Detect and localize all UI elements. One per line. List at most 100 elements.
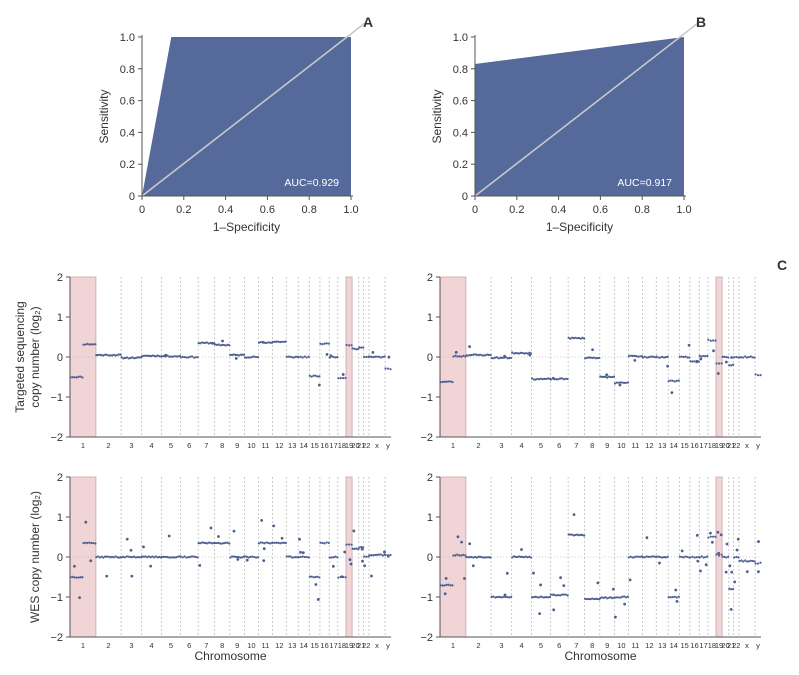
data-point: [325, 353, 329, 356]
data-point: [158, 555, 161, 559]
data-point: [599, 596, 602, 600]
data-point: [615, 596, 618, 599]
data-point: [386, 367, 390, 370]
copy-number-panel: 210−1−21 2 3 4 5 6 7 8 9 10 11 12 13 14 15 16 17 18192021…: [13, 272, 392, 450]
data-point: [298, 537, 301, 541]
data-point: [512, 555, 516, 558]
data-point: [704, 355, 707, 358]
data-point: [751, 559, 754, 563]
data-point: [94, 343, 97, 346]
data-point: [305, 356, 308, 359]
data-point: [720, 553, 723, 556]
data-point: [753, 560, 756, 563]
data-point: [667, 380, 670, 383]
y-axis-label: copy number (log₂): [28, 306, 42, 407]
data-point: [633, 556, 636, 559]
data-point: [539, 595, 543, 598]
data-point: [92, 541, 95, 545]
data-point: [520, 548, 523, 551]
data-point: [207, 342, 211, 345]
data-point: [179, 555, 182, 558]
data-point: [294, 556, 297, 559]
data-point: [445, 583, 448, 586]
data-point: [621, 595, 624, 598]
data-point: [232, 353, 235, 356]
data-point: [447, 380, 450, 383]
data-point: [88, 343, 91, 346]
data-point: [695, 556, 698, 559]
data-point: [279, 542, 282, 545]
data-point: [680, 555, 683, 559]
data-point: [343, 550, 347, 554]
data-point: [759, 561, 762, 564]
data-point: [749, 355, 752, 358]
data-point: [375, 355, 379, 358]
data-point: [124, 556, 127, 559]
data-point: [173, 556, 176, 559]
data-point: [730, 356, 734, 359]
data-point: [234, 356, 238, 360]
data-point: [77, 576, 80, 579]
chromosome-tick-label: 12: [275, 441, 283, 450]
chromosome-tick-label: 13: [658, 441, 666, 450]
data-point: [484, 556, 487, 559]
chromosome-tick-label: 7: [204, 441, 208, 450]
data-point: [602, 596, 605, 600]
data-point: [468, 542, 472, 546]
chromosome-tick-label: 15: [310, 641, 318, 650]
data-point: [169, 355, 173, 358]
data-point: [552, 608, 556, 612]
data-point: [695, 359, 699, 363]
data-point: [146, 354, 149, 357]
chromosome-tick-label: 19: [715, 641, 723, 650]
y-axis-label: Targeted sequencing: [13, 301, 27, 412]
data-point: [744, 559, 747, 562]
data-point: [497, 357, 500, 360]
data-point: [321, 541, 324, 545]
data-point: [317, 383, 321, 387]
data-point: [262, 547, 266, 551]
data-point: [754, 562, 757, 565]
data-point: [618, 383, 622, 387]
data-point: [328, 356, 331, 359]
data-point: [497, 595, 500, 599]
data-point: [591, 348, 594, 352]
data-point: [154, 355, 158, 358]
data-point: [647, 555, 650, 558]
data-point: [219, 344, 222, 347]
data-point: [273, 340, 276, 344]
data-point: [103, 555, 107, 558]
chromosome-tick-label: 13: [288, 641, 296, 650]
data-point: [689, 556, 692, 559]
data-point: [340, 575, 344, 579]
data-point: [197, 542, 200, 545]
data-point: [271, 340, 275, 343]
chromosome-tick-label: 1: [451, 641, 455, 650]
chromosome-tick-label: 10: [617, 441, 625, 450]
data-point: [73, 576, 76, 579]
data-point: [559, 377, 562, 380]
data-point: [117, 556, 120, 559]
y-tick-label: 1: [427, 312, 433, 324]
data-point: [680, 549, 684, 553]
data-point: [256, 356, 260, 359]
chromosome-tick-label: 20: [351, 441, 359, 450]
data-point: [116, 556, 119, 559]
chromosome-tick-label: 16: [320, 641, 328, 650]
data-point: [132, 357, 136, 360]
data-point: [325, 342, 328, 345]
data-point: [562, 584, 566, 588]
data-point: [221, 339, 224, 343]
data-point: [579, 337, 582, 340]
data-point: [282, 340, 286, 343]
data-point: [347, 344, 351, 347]
data-point: [611, 597, 614, 600]
data-point: [175, 556, 178, 559]
data-point: [183, 356, 186, 359]
data-point: [226, 541, 229, 544]
data-point: [363, 564, 367, 568]
data-point: [387, 355, 391, 359]
data-point: [539, 377, 543, 380]
data-point: [511, 351, 514, 354]
data-point: [745, 356, 749, 359]
